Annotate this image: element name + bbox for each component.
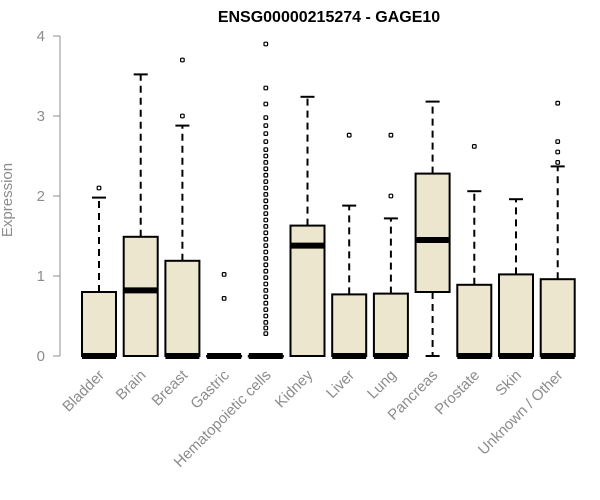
box-body bbox=[498, 273, 534, 357]
outlier-point bbox=[263, 300, 269, 306]
box-body bbox=[81, 291, 117, 357]
box-body bbox=[456, 283, 493, 357]
outlier-point bbox=[346, 132, 352, 138]
box-group bbox=[539, 100, 576, 359]
box-group bbox=[331, 132, 368, 359]
outlier-point bbox=[555, 149, 561, 155]
outlier-point bbox=[221, 272, 227, 277]
y-tick-label: 0 bbox=[37, 348, 45, 365]
outlier-point bbox=[263, 115, 269, 121]
outlier-point bbox=[263, 41, 269, 47]
outlier-point bbox=[388, 132, 394, 138]
outlier-point bbox=[263, 313, 269, 319]
outlier-point bbox=[555, 160, 561, 165]
box-body bbox=[331, 293, 368, 357]
y-axis: 0 1 2 3 4 bbox=[37, 28, 61, 365]
outlier-point bbox=[471, 144, 477, 149]
outlier-point bbox=[263, 331, 269, 336]
plot-area bbox=[81, 41, 576, 359]
outlier-point bbox=[263, 281, 269, 287]
outlier-point bbox=[221, 296, 227, 301]
x-tick-label: Prostate bbox=[432, 367, 484, 419]
outlier-point bbox=[263, 160, 269, 165]
outlier-point bbox=[263, 166, 269, 172]
outlier-point bbox=[263, 294, 269, 300]
outlier-point bbox=[263, 123, 269, 129]
outlier-point bbox=[263, 172, 269, 178]
box-body bbox=[122, 235, 159, 357]
box-group bbox=[81, 185, 117, 359]
box-body bbox=[539, 278, 576, 358]
x-tick-label: Liver bbox=[323, 367, 358, 402]
outlier-point bbox=[555, 100, 561, 106]
outlier-point bbox=[263, 179, 269, 185]
box-group bbox=[289, 95, 326, 357]
outlier-point bbox=[263, 185, 269, 191]
box-body bbox=[164, 259, 201, 357]
box-group bbox=[498, 198, 534, 359]
outlier-point bbox=[263, 230, 269, 236]
outlier-point bbox=[263, 249, 269, 255]
outlier-point bbox=[263, 325, 269, 331]
outlier-point bbox=[263, 131, 269, 137]
y-tick-label: 3 bbox=[37, 108, 45, 125]
y-tick-label: 1 bbox=[37, 268, 45, 285]
y-tick-label: 2 bbox=[37, 188, 45, 205]
outlier-point bbox=[263, 217, 269, 223]
outlier-point bbox=[388, 193, 394, 199]
y-tick-label: 4 bbox=[37, 28, 45, 45]
outlier-point bbox=[263, 192, 269, 197]
box-group bbox=[414, 100, 451, 357]
box-group bbox=[122, 73, 159, 357]
outlier-point bbox=[263, 224, 269, 229]
outlier-point bbox=[555, 139, 561, 145]
box-body bbox=[414, 172, 451, 294]
box-group bbox=[247, 41, 284, 359]
box-group bbox=[206, 272, 243, 359]
x-tick-label: Skin bbox=[492, 367, 525, 400]
outlier-point bbox=[263, 85, 269, 91]
outlier-point bbox=[263, 268, 269, 274]
box-group bbox=[456, 144, 493, 359]
outlier-point bbox=[263, 101, 269, 107]
outlier-point bbox=[263, 198, 269, 204]
x-tick-label: Brain bbox=[113, 367, 150, 404]
box-body bbox=[372, 292, 409, 358]
outlier-point bbox=[263, 307, 269, 312]
y-axis-label: Expression bbox=[0, 163, 16, 237]
outlier-point bbox=[263, 243, 269, 249]
outlier-point bbox=[96, 185, 102, 191]
outlier-point bbox=[180, 113, 185, 119]
outlier-point bbox=[263, 320, 269, 325]
outlier-point bbox=[263, 204, 269, 210]
outlier-point bbox=[263, 153, 269, 159]
outlier-point bbox=[263, 211, 269, 217]
box-group bbox=[372, 132, 409, 359]
x-tick-label: Lung bbox=[364, 367, 400, 403]
outlier-point bbox=[263, 256, 269, 261]
outlier-point bbox=[263, 236, 269, 242]
outlier-point bbox=[263, 262, 269, 268]
outlier-point bbox=[263, 139, 269, 145]
outlier-point bbox=[263, 275, 269, 280]
outlier-point bbox=[180, 57, 185, 63]
x-tick-label: Kidney bbox=[272, 366, 317, 411]
outlier-point bbox=[263, 147, 269, 153]
outlier-point bbox=[263, 288, 269, 293]
x-tick-label: Breast bbox=[149, 366, 192, 409]
chart-title: ENSG00000215274 - GAGE10 bbox=[218, 9, 440, 26]
box-group bbox=[164, 57, 201, 359]
x-tick-label: Bladder bbox=[59, 367, 108, 416]
